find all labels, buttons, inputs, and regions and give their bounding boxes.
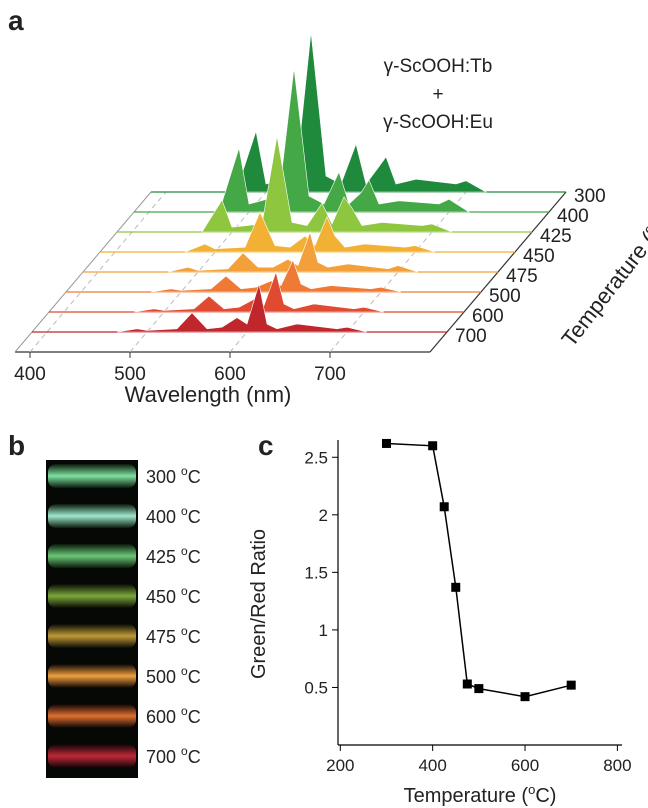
x-tick-label: 400 xyxy=(14,364,46,385)
data-point xyxy=(462,679,472,689)
label-sup: o xyxy=(181,544,188,558)
label-number: 450 xyxy=(146,587,176,607)
grid-line xyxy=(29,191,167,353)
title-text: C) xyxy=(646,203,648,237)
label-unit: C xyxy=(188,467,201,487)
series-label: 600 xyxy=(472,306,504,327)
label-unit: C xyxy=(188,587,201,607)
series-label: 400 xyxy=(557,206,589,227)
label-sup: o xyxy=(181,744,188,758)
series-label: 425 xyxy=(540,226,572,247)
photo-strip xyxy=(48,744,136,768)
data-point xyxy=(474,684,484,694)
label-number: 300 xyxy=(146,467,176,487)
x-tick-label: 600 xyxy=(511,756,539,775)
grid-line xyxy=(129,191,267,353)
data-point xyxy=(520,692,530,702)
label-unit: C xyxy=(188,507,201,527)
photo-strip xyxy=(48,624,136,648)
panel-label: c xyxy=(258,430,274,461)
label-number: 600 xyxy=(146,707,176,727)
panel-label: a xyxy=(8,5,24,36)
y-tick-label: 1.5 xyxy=(304,563,328,582)
axis-title: Temperature (oC) xyxy=(404,782,557,807)
annotation: γ-ScOOH:Tb xyxy=(384,56,493,77)
data-point xyxy=(381,438,391,448)
label-unit: C xyxy=(188,707,201,727)
photo-strip xyxy=(48,504,136,528)
x-tick-label: 200 xyxy=(326,756,354,775)
data-point xyxy=(566,680,576,690)
spectrum-area xyxy=(116,283,368,333)
photo-label: 300 oC xyxy=(146,464,201,487)
label-sup: o xyxy=(181,584,188,598)
label-sup: o xyxy=(181,704,188,718)
grid-line xyxy=(329,191,467,353)
title-sup: o xyxy=(641,222,648,238)
title-sup: o xyxy=(528,782,535,797)
photo-label: 475 oC xyxy=(146,624,201,647)
y-axis-title: Green/Red Ratio xyxy=(248,529,270,679)
label-number: 475 xyxy=(146,627,176,647)
data-point xyxy=(428,441,438,451)
label-number: 500 xyxy=(146,667,176,687)
label-sup: o xyxy=(181,464,188,478)
label-number: 400 xyxy=(146,507,176,527)
y-tick-label: 2 xyxy=(319,506,328,525)
photo-strip xyxy=(48,664,136,688)
panel-label: b xyxy=(8,430,25,461)
series-label: 300 xyxy=(574,186,606,207)
photo-label: 700 oC xyxy=(146,744,201,767)
photo-strip xyxy=(48,584,136,608)
spectrum-area xyxy=(201,135,453,233)
photo-label: 400 oC xyxy=(146,504,201,527)
label-unit: C xyxy=(188,667,201,687)
annotation: + xyxy=(432,84,443,105)
x-tick-label: 800 xyxy=(603,756,631,775)
photo-label: 425 oC xyxy=(146,544,201,567)
y-tick-label: 0.5 xyxy=(304,678,328,697)
data-point xyxy=(451,582,461,592)
series-label: 475 xyxy=(506,266,538,287)
title-text: C) xyxy=(535,785,556,807)
label-number: 700 xyxy=(146,747,176,767)
label-sup: o xyxy=(181,504,188,518)
series-label: 450 xyxy=(523,246,555,267)
label-unit: C xyxy=(188,547,201,567)
y-tick-label: 2.5 xyxy=(304,448,328,467)
x-tick-label: 500 xyxy=(114,364,146,385)
photo-label: 450 oC xyxy=(146,584,201,607)
series-label: 700 xyxy=(455,326,487,347)
label-sup: o xyxy=(181,624,188,638)
label-number: 425 xyxy=(146,547,176,567)
photo-strip xyxy=(48,704,136,728)
data-point xyxy=(439,502,449,512)
label-unit: C xyxy=(188,747,201,767)
photo-strip xyxy=(48,544,136,568)
series-label: 500 xyxy=(489,286,521,307)
x-tick-label: 600 xyxy=(214,364,246,385)
x-tick-label: 700 xyxy=(314,364,346,385)
photo-label: 600 oC xyxy=(146,704,201,727)
x-tick-label: 400 xyxy=(418,756,446,775)
y-tick-label: 1 xyxy=(319,621,328,640)
annotation: γ-ScOOH:Eu xyxy=(383,112,493,133)
label-sup: o xyxy=(181,664,188,678)
label-unit: C xyxy=(188,627,201,647)
photo-label: 500 oC xyxy=(146,664,201,687)
data-line xyxy=(386,442,572,698)
x-axis-title: Wavelength (nm) xyxy=(125,382,292,407)
photo-strip xyxy=(48,464,136,488)
spectrum-area xyxy=(184,211,436,253)
title-text: Temperature ( xyxy=(404,785,529,807)
